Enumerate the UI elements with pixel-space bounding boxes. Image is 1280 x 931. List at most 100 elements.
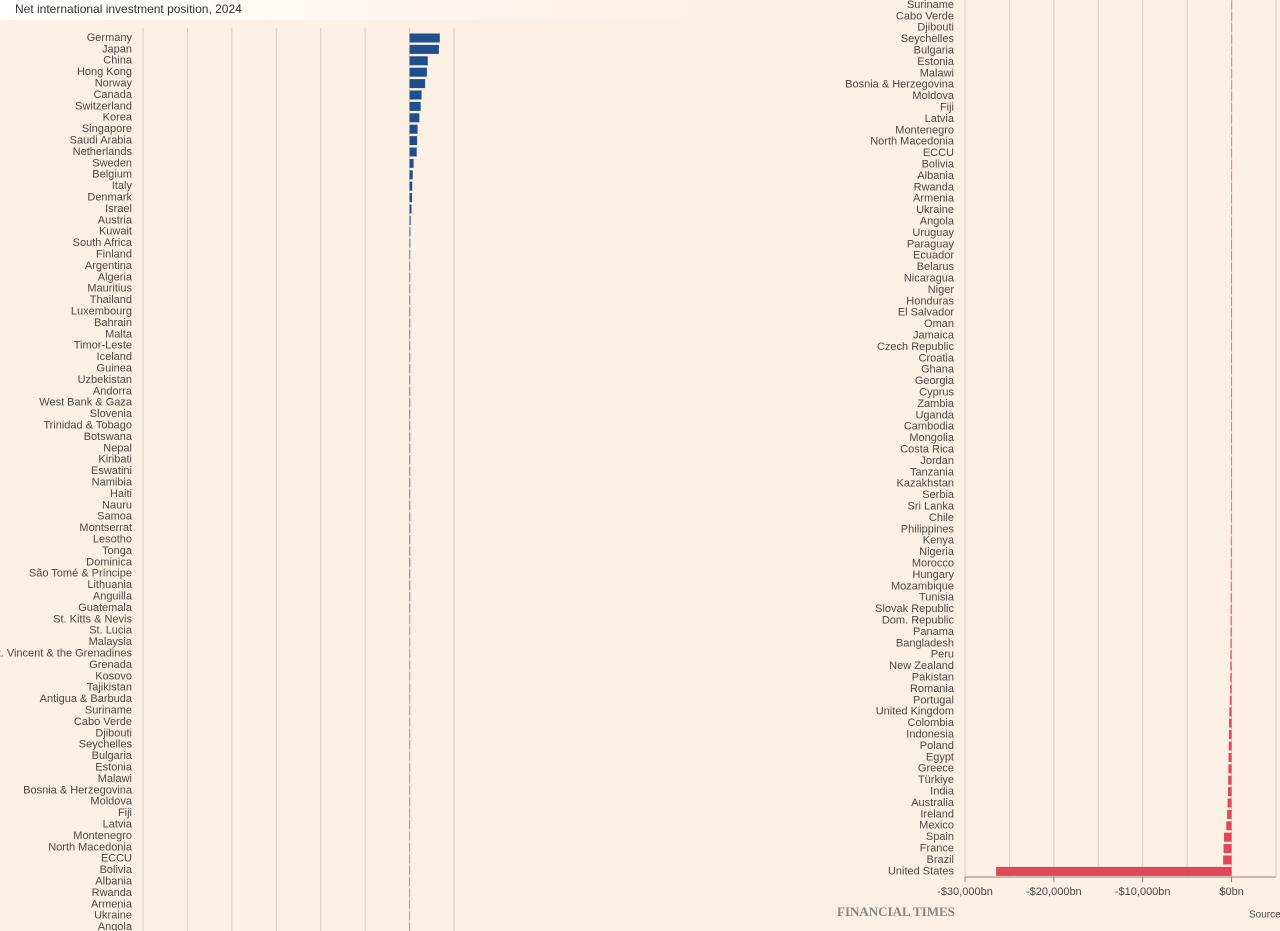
y-tick-label: Cyprus xyxy=(919,387,954,399)
y-tick-label: Kuwait xyxy=(99,226,132,238)
y-tick-label: El Salvador xyxy=(898,307,955,319)
bar xyxy=(409,250,411,260)
bar xyxy=(1231,217,1233,227)
bar xyxy=(1231,342,1232,352)
y-tick-label: Suriname xyxy=(907,0,954,11)
bar xyxy=(409,614,411,624)
bar xyxy=(409,569,411,579)
credit: FINANCIAL TIMES xyxy=(837,904,955,919)
y-tick-label: Hong Kong xyxy=(77,66,132,78)
y-tick-label: Eswatini xyxy=(91,465,132,477)
bar xyxy=(1231,251,1232,261)
bar xyxy=(1231,171,1233,181)
bar xyxy=(409,455,411,465)
y-tick-label: Grenada xyxy=(89,659,133,671)
y-tick-label: Switzerland xyxy=(75,100,132,112)
bar xyxy=(1231,353,1232,363)
bar xyxy=(1230,616,1232,626)
y-tick-label: Belarus xyxy=(917,261,955,273)
bar xyxy=(409,215,411,225)
bar xyxy=(409,136,418,146)
bar xyxy=(1231,160,1233,170)
y-tick-label: Niger xyxy=(928,284,955,296)
bar xyxy=(409,261,411,271)
bar xyxy=(409,557,411,567)
y-tick-label: Ukraine xyxy=(94,910,132,922)
y-tick-label: Slovak Republic xyxy=(875,603,954,615)
y-tick-label: Botswana xyxy=(84,431,133,443)
y-tick-label: Philippines xyxy=(901,523,955,535)
y-tick-label: Samoa xyxy=(97,511,133,523)
y-tick-label: Haiti xyxy=(110,488,132,500)
bar xyxy=(1231,285,1232,295)
y-tick-label: Indonesia xyxy=(906,729,955,741)
bar xyxy=(1231,399,1232,409)
bar xyxy=(409,820,411,830)
y-tick-label: Malawi xyxy=(98,773,132,785)
y-tick-label: Sri Lanka xyxy=(908,501,955,513)
bar xyxy=(409,774,411,784)
y-tick-label: Albania xyxy=(917,170,955,182)
bar xyxy=(1231,114,1233,124)
y-tick-label: Peru xyxy=(931,649,954,661)
y-tick-label: Hungary xyxy=(912,569,954,581)
bar xyxy=(409,90,422,100)
panel-left: Net international investment position, 2… xyxy=(0,2,455,931)
y-tick-label: Angola xyxy=(98,921,133,931)
bar xyxy=(409,193,413,203)
bar xyxy=(1231,422,1232,432)
bar xyxy=(409,329,411,339)
y-tick-label: Armenia xyxy=(91,898,133,910)
bar xyxy=(1230,524,1232,534)
bar xyxy=(409,751,411,761)
y-tick-label: Bolivia xyxy=(100,864,133,876)
bar xyxy=(1223,844,1232,854)
bar xyxy=(1228,775,1232,785)
y-tick-label: Antigua & Barbuda xyxy=(40,693,133,705)
bar xyxy=(409,808,411,818)
y-tick-label: Tunisia xyxy=(919,592,955,604)
bar xyxy=(409,113,420,123)
y-tick-label: Bosnia & Herzegovina xyxy=(845,79,955,91)
y-tick-label: Croatia xyxy=(919,352,955,364)
y-tick-label: India xyxy=(930,786,955,798)
y-tick-label: Latvia xyxy=(103,819,133,831)
bar xyxy=(1231,0,1233,10)
bar xyxy=(1231,479,1232,489)
bar xyxy=(1231,34,1233,44)
bar xyxy=(409,421,411,431)
y-tick-label: Moldova xyxy=(90,796,132,808)
y-tick-label: Rwanda xyxy=(92,887,133,899)
bar xyxy=(1229,695,1232,705)
bar xyxy=(409,432,411,442)
bar xyxy=(409,500,411,510)
y-tick-label: Panama xyxy=(913,626,955,638)
y-tick-label: Fiji xyxy=(940,102,954,114)
y-tick-label: China xyxy=(103,55,133,67)
y-tick-label: Namibia xyxy=(92,477,133,489)
bar xyxy=(409,523,411,533)
y-tick-label: Fiji xyxy=(118,807,132,819)
bar xyxy=(409,706,411,716)
bar xyxy=(1227,809,1232,819)
bar xyxy=(409,489,411,499)
y-tick-label: Malawi xyxy=(920,67,954,79)
y-tick-label: Belgium xyxy=(92,169,132,181)
bar xyxy=(409,694,411,704)
y-tick-label: Nepal xyxy=(103,442,132,454)
bar xyxy=(1230,559,1232,569)
y-tick-label: United Kingdom xyxy=(876,706,954,718)
y-tick-label: Moldova xyxy=(912,90,954,102)
bar xyxy=(409,512,411,522)
y-tick-label: ECCU xyxy=(923,147,954,159)
bar xyxy=(1231,228,1233,238)
y-tick-label: Saudi Arabia xyxy=(70,135,133,147)
bar xyxy=(1231,205,1233,215)
y-tick-label: Cabo Verde xyxy=(896,10,954,22)
bar xyxy=(1231,103,1233,113)
y-tick-label: Lithuania xyxy=(87,579,133,591)
y-tick-label: Denmark xyxy=(87,192,132,204)
bar xyxy=(1231,365,1232,375)
bar xyxy=(1231,296,1232,306)
bar xyxy=(409,443,411,453)
